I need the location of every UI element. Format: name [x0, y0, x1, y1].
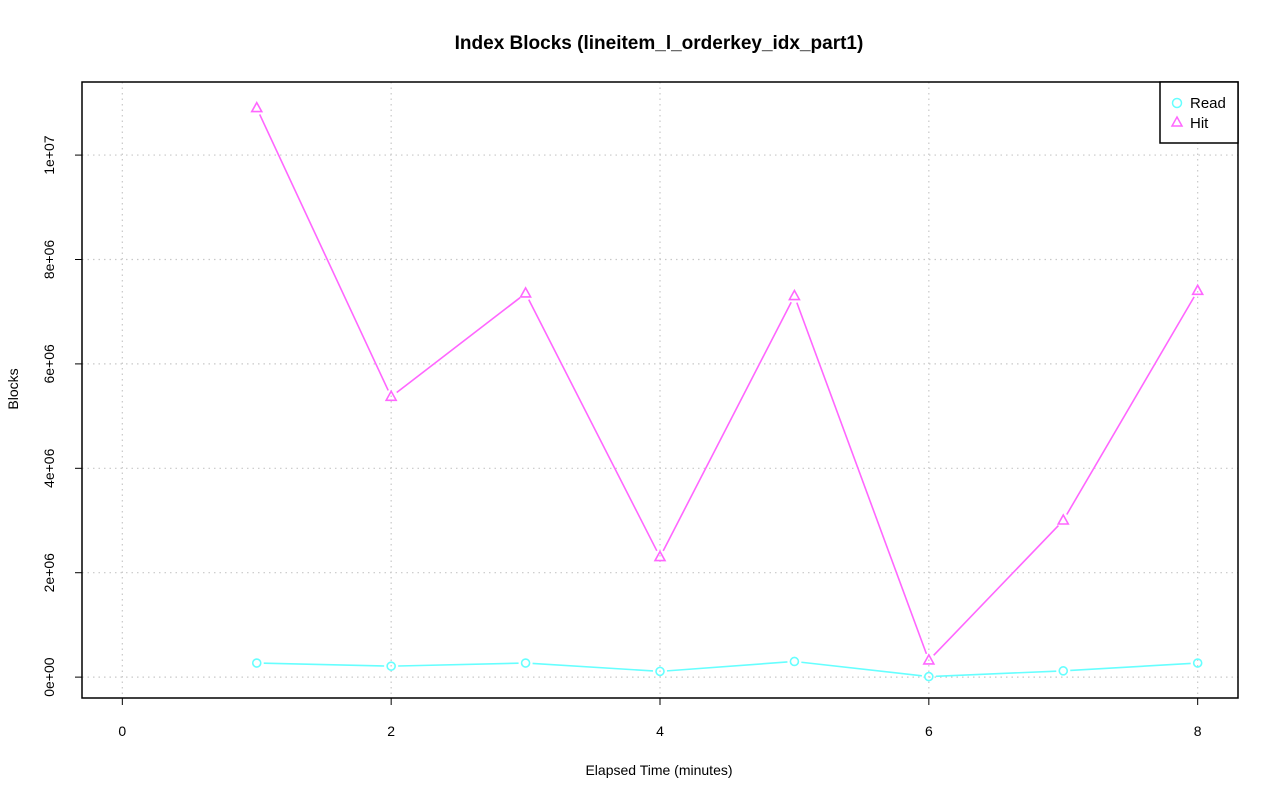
hit-point-3 — [653, 549, 667, 562]
read-segment-2 — [532, 662, 654, 672]
hit-point-7 — [1191, 283, 1205, 296]
x-axis: 0 2 4 6 8 — [118, 698, 1202, 739]
legend-box — [1159, 81, 1239, 144]
read-point-1 — [386, 661, 396, 671]
x-tick-label-1: 2 — [387, 723, 395, 739]
read-segment-4 — [801, 661, 922, 677]
hit-segment-6 — [1066, 296, 1195, 515]
hit-point-5 — [922, 653, 936, 665]
read-point-0 — [251, 658, 262, 668]
x-tick-label-4: 8 — [1194, 723, 1202, 739]
legend-read-label: Read — [1190, 95, 1226, 112]
read-point-4 — [789, 656, 800, 667]
x-tick-label-3: 6 — [925, 723, 933, 739]
hit-point-0 — [250, 100, 264, 113]
grid-lines — [82, 82, 1238, 698]
read-segment-3 — [666, 661, 788, 672]
chart-title: Index Blocks (lineitem_l_orderkey_idx_pa… — [455, 33, 864, 54]
y-tick-label-3: 6e+06 — [41, 344, 57, 384]
read-point-3 — [655, 666, 665, 677]
y-axis: 0e+00 2e+06 4e+06 6e+06 8e+06 1e+07 — [41, 135, 82, 697]
legend-hit-label: Hit — [1190, 115, 1209, 132]
read-segment-0 — [263, 662, 385, 667]
y-tick-label-0: 0e+00 — [41, 657, 57, 697]
hit-segment-4 — [796, 302, 928, 655]
y-tick-label-5: 1e+07 — [41, 135, 57, 175]
hit-segment-3 — [662, 301, 792, 552]
legend-read-marker — [1171, 97, 1183, 109]
read-segment-1 — [398, 662, 519, 667]
read-point-2 — [520, 658, 531, 668]
read-segment-6 — [1070, 662, 1191, 672]
read-point-7 — [1192, 658, 1203, 668]
hit-point-6 — [1056, 513, 1070, 525]
x-tick-label-2: 4 — [656, 723, 664, 739]
series-layer — [250, 100, 1205, 682]
read-point-5 — [924, 671, 934, 682]
hit-segment-1 — [396, 297, 521, 394]
hit-point-4 — [788, 288, 801, 301]
hit-segment-0 — [258, 114, 389, 391]
read-segment-5 — [935, 670, 1057, 678]
hit-point-2 — [519, 286, 532, 298]
hit-segment-2 — [528, 299, 658, 552]
y-tick-label-1: 2e+06 — [41, 553, 57, 593]
x-axis-label: Elapsed Time (minutes) — [585, 762, 732, 778]
hit-point-1 — [384, 389, 398, 402]
legend: Read Hit — [1159, 81, 1239, 144]
legend-hit-marker — [1170, 115, 1184, 127]
hit-segment-5 — [933, 525, 1059, 656]
y-tick-label-2: 4e+06 — [41, 448, 57, 488]
x-tick-label-0: 0 — [118, 723, 126, 739]
read-point-6 — [1058, 666, 1069, 676]
y-tick-label-4: 8e+06 — [41, 240, 57, 280]
y-axis-label: Blocks — [5, 368, 21, 409]
